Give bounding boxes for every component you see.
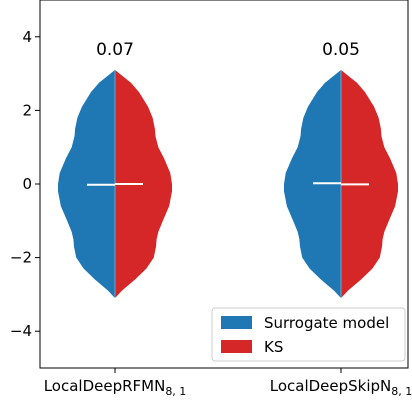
median-lines	[87, 182, 369, 186]
x-tick-label: LocalDeepRFMN8, 1	[44, 377, 187, 398]
x-tick-label: LocalDeepSkipN8, 1	[270, 377, 412, 398]
violin-half-right-1	[341, 69, 398, 299]
annotation-label: 0.07	[96, 40, 134, 60]
y-tick-label: −4	[10, 322, 32, 340]
legend-label: Surrogate model	[264, 314, 389, 332]
legend: Surrogate model KS	[211, 307, 406, 362]
annotation-group: 0.07 0.05	[96, 40, 360, 60]
y-axis: −4 −2 0 2 4	[10, 28, 40, 340]
y-tick-label: 0	[22, 175, 32, 193]
violin-half-left-1	[284, 69, 341, 299]
violin-half-right-0	[115, 69, 172, 299]
violin-group	[58, 69, 398, 299]
legend-swatch	[221, 316, 252, 329]
violin-half-left-0	[58, 69, 115, 299]
y-tick-label: 4	[22, 28, 32, 46]
x-axis: LocalDeepRFMN8, 1 LocalDeepSkipN8, 1	[44, 368, 412, 398]
y-tick-label: −2	[10, 249, 32, 267]
y-tick-label: 2	[22, 101, 32, 119]
legend-box	[211, 307, 406, 362]
legend-label: KS	[264, 338, 283, 356]
legend-swatch	[221, 340, 252, 353]
annotation-label: 0.05	[322, 40, 360, 60]
